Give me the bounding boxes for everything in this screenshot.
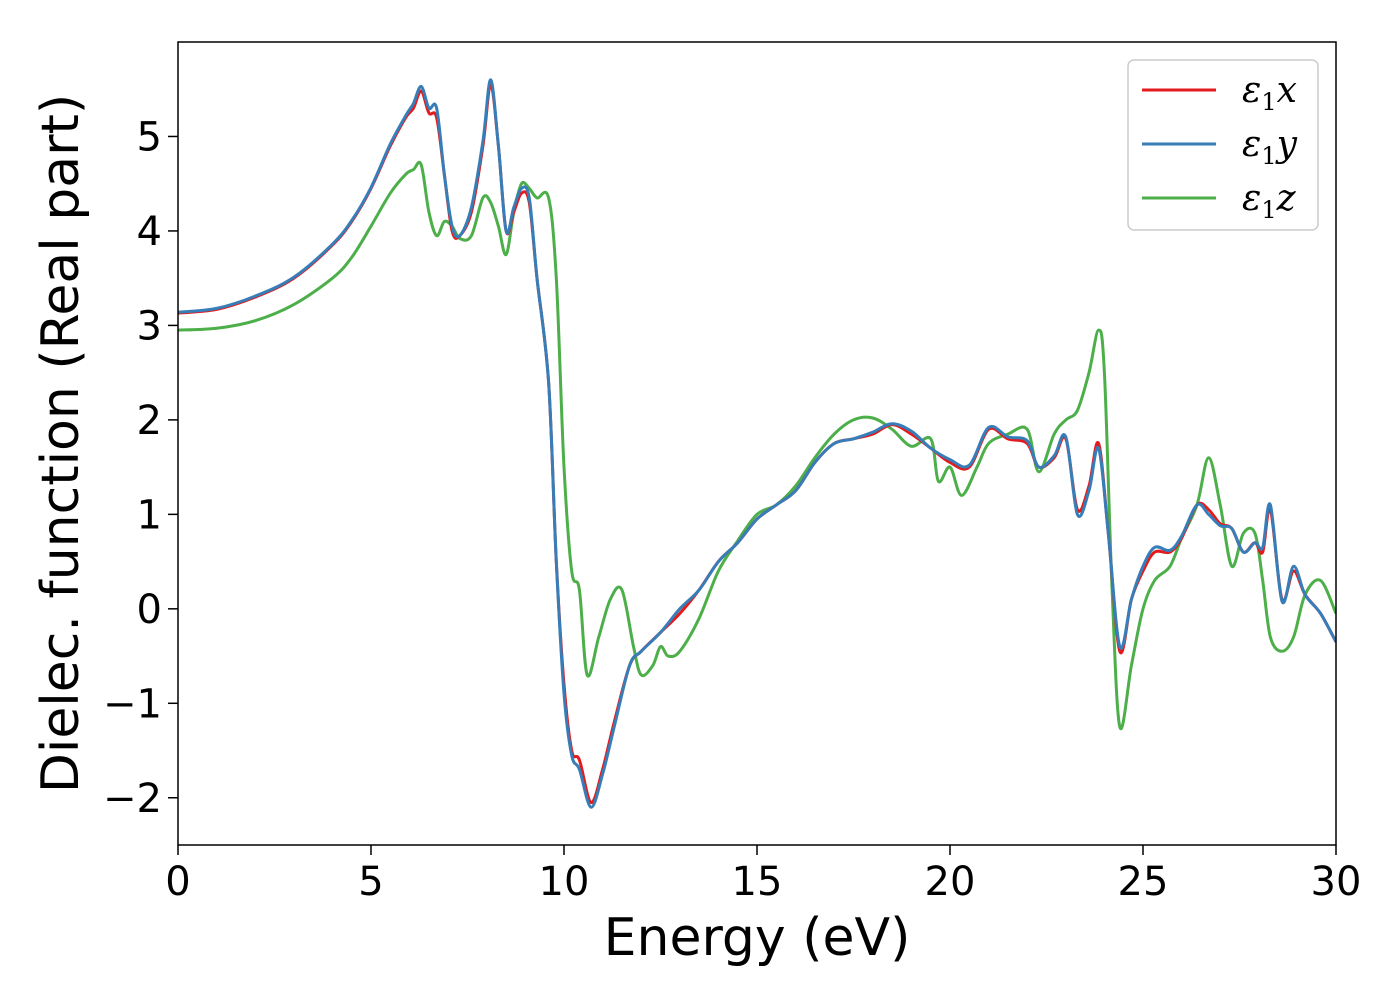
x-tick-label: 25: [1118, 859, 1169, 905]
x-tick-label: 30: [1311, 859, 1362, 905]
x-tick-label: 5: [358, 859, 383, 905]
y-tick-label: 2: [137, 398, 162, 444]
y-tick-label: 4: [137, 209, 162, 255]
series-line-y: [178, 78, 1336, 809]
x-tick-label: 10: [539, 859, 590, 905]
y-tick-label: −2: [103, 776, 162, 822]
plot-area: [178, 78, 1336, 809]
x-tick-label: 20: [925, 859, 976, 905]
x-tick-label: 0: [165, 859, 190, 905]
y-axis-label: Dielec. function (Real part): [31, 94, 91, 793]
legend-label-y: ε1y: [1242, 124, 1298, 170]
y-tick-label: 0: [137, 587, 162, 633]
y-tick-label: 5: [137, 114, 162, 160]
legend-box: [1127, 59, 1319, 231]
x-tick-label: 15: [732, 859, 783, 905]
x-axis-ticks: 0 5 10 15 20 25 30: [165, 845, 1361, 905]
legend-label-z: ε1z: [1242, 178, 1297, 224]
y-axis-ticks: −2 −1 0 1 2 3 4 5: [103, 114, 178, 822]
y-tick-label: −1: [103, 681, 162, 727]
x-axis-label: Energy (eV): [604, 908, 911, 968]
series-line-z: [178, 160, 1336, 731]
legend-label-x: ε1x: [1242, 70, 1297, 116]
legend: ε1x ε1y ε1z: [1127, 59, 1319, 231]
y-tick-label: 3: [137, 303, 162, 349]
y-tick-label: 1: [137, 492, 162, 538]
